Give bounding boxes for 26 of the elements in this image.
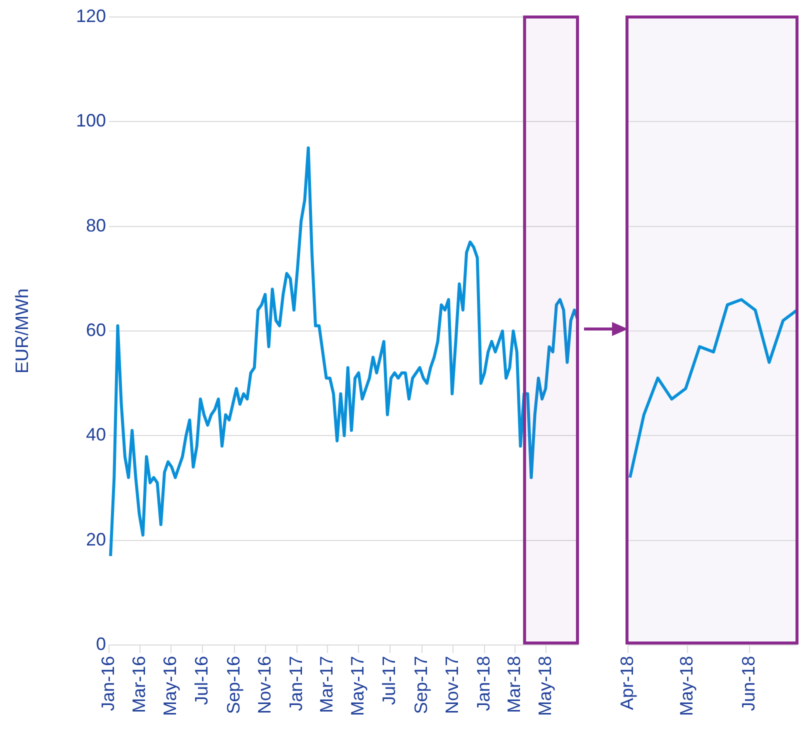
x-tick-label: Mar-18 xyxy=(504,656,524,714)
y-tick-label: 60 xyxy=(86,320,106,340)
x-tick-label: Jun-18 xyxy=(738,656,758,712)
x-tick-label: Jul-16 xyxy=(191,656,212,706)
y-tick-label: 120 xyxy=(76,6,106,26)
x-tick-label: May-16 xyxy=(160,656,180,716)
x-tick-label: Nov-16 xyxy=(254,656,275,714)
y-tick-label: 100 xyxy=(76,110,106,131)
x-tick-label: Sep-17 xyxy=(410,656,431,714)
x-tick-label: May-18 xyxy=(535,656,556,716)
x-tick-label: Jul-17 xyxy=(378,656,399,706)
y-tick-label: 80 xyxy=(86,215,106,236)
x-tick-label: Nov-17 xyxy=(442,656,462,714)
x-tick-label: Mar-16 xyxy=(128,656,149,714)
x-tick-label: Mar-17 xyxy=(316,656,336,714)
x-tick-label: Sep-16 xyxy=(223,656,244,714)
y-tick-label: 0 xyxy=(96,634,106,654)
x-tick-label: May-18 xyxy=(676,656,697,716)
x-tick-label: Jan-16 xyxy=(98,656,118,712)
x-tick-label: Apr-18 xyxy=(616,656,637,710)
y-tick-label: 40 xyxy=(86,424,106,445)
x-tick-label: May-17 xyxy=(348,656,368,716)
y-tick-label: 20 xyxy=(86,529,106,550)
y-axis-title: EUR/MWh xyxy=(12,288,32,374)
x-tick-label: Jan-17 xyxy=(286,656,306,712)
x-tick-label: Jan-18 xyxy=(473,656,494,712)
